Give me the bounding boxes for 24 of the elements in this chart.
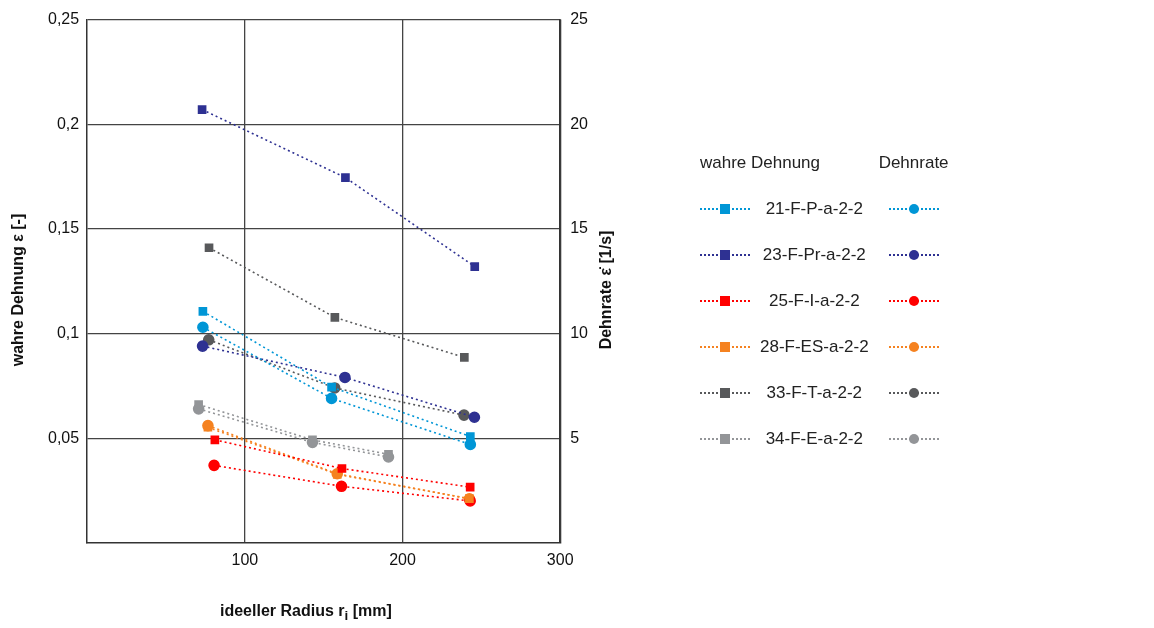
y2-tick-label: 25 — [570, 10, 589, 28]
legend-label: 21-F-P-a-2-2 — [765, 198, 863, 220]
legend-label: 34-F-E-a-2-2 — [765, 428, 863, 450]
y-tick-label: 0,15 — [48, 219, 80, 237]
y-tick-label: 0,2 — [56, 114, 80, 132]
x-tick-label: 200 — [389, 550, 416, 568]
y-tick-label: 0,1 — [56, 323, 80, 341]
legend-label: 25-F-I-a-2-2 — [768, 290, 860, 312]
x-axis-title: ideeller Radius r$_{i}$ [mm] — [220, 602, 392, 624]
y2-tick-label: 5 — [570, 428, 580, 446]
y2-tick-label: 20 — [570, 114, 589, 132]
legend-label: 23-F-Pr-a-2-2 — [762, 244, 866, 266]
y-tick-label: 0,05 — [48, 428, 80, 446]
y2-axis-title: Dehnrate ε̇ [1/s] — [597, 230, 615, 350]
x-tick-label: 300 — [546, 550, 574, 568]
y2-tick-label: 15 — [570, 219, 589, 237]
y-axis-title: wahre Dehnung ε [-] — [9, 213, 27, 367]
text: wahre Dehnung — [700, 152, 821, 174]
legend-label: 33-F-T-a-2-2 — [766, 382, 863, 404]
y2-tick-label: 10 — [570, 323, 589, 341]
legend-label: 28-F-ES-a-2-2 — [760, 336, 869, 358]
y-tick-label: 0,25 — [48, 10, 80, 28]
x-tick-label: 100 — [231, 550, 259, 568]
text: Dehnrate — [878, 152, 949, 174]
